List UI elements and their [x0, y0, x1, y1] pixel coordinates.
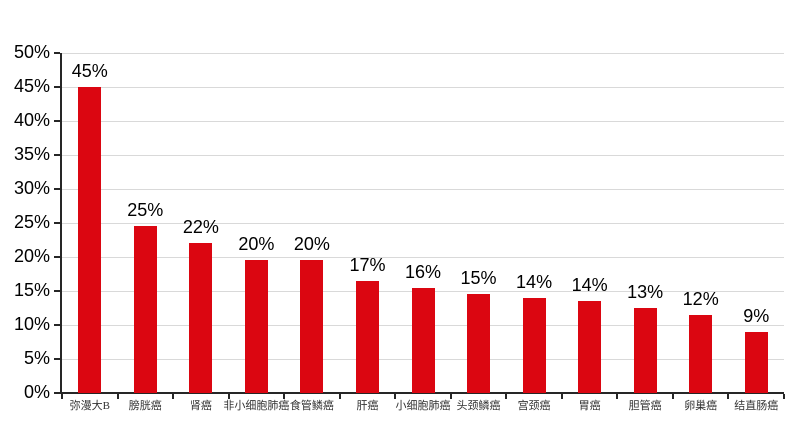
bar: [300, 260, 324, 393]
x-axis-tick: [449, 394, 452, 399]
bar: [244, 260, 268, 393]
y-axis-tick: [54, 324, 60, 326]
category-label: 胃癌: [578, 400, 601, 412]
bar-value-label: 20%: [293, 234, 330, 255]
plot-area: 0% 5% 10% 15% 20% 25% 30% 35% 40% 45% 50% 45% 弥漫大B 25…: [14, 43, 785, 412]
category-label: 肝癌: [356, 400, 379, 412]
gridline: [62, 256, 784, 258]
x-axis-tick: [283, 394, 286, 399]
gridline: [62, 188, 784, 190]
category-label: 肾癌: [189, 400, 212, 412]
y-axis-tick: [54, 290, 60, 292]
bar-value-label: 16%: [404, 261, 442, 282]
y-axis-tick-label: 25%: [13, 212, 50, 232]
x-axis-tick: [116, 394, 119, 399]
bar: [522, 297, 546, 393]
category-label: 膀胱癌: [128, 400, 162, 412]
y-axis-tick: [54, 392, 60, 394]
bar-value-label: 12%: [682, 288, 719, 309]
y-axis-tick-label: 0%: [23, 382, 50, 402]
y-axis-tick-label: 30%: [13, 178, 50, 198]
bar: [467, 294, 491, 393]
bar: [411, 287, 435, 393]
category-label: 胆管癌: [628, 400, 662, 412]
x-axis-tick: [616, 394, 619, 399]
category-label: 小细胞肺癌: [395, 400, 451, 412]
y-axis-tick: [54, 154, 60, 156]
y-axis-tick-label: 45%: [13, 76, 50, 96]
x-axis-tick: [727, 394, 730, 399]
y-axis-tick-label: 15%: [13, 280, 50, 300]
x-axis-tick: [505, 394, 508, 399]
gridline: [62, 120, 784, 122]
bar: [689, 314, 713, 393]
bar-value-label: 20%: [238, 234, 275, 255]
x-axis-tick: [227, 394, 230, 399]
y-axis-tick-label: 10%: [13, 314, 50, 334]
bar: [133, 226, 157, 393]
y-axis-tick: [54, 256, 60, 258]
bar-value-label: 14%: [516, 271, 553, 292]
bar-value-label: 13%: [627, 282, 664, 302]
x-axis-tick: [61, 394, 63, 399]
y-axis-tick-label: 40%: [13, 110, 50, 130]
x-axis-line: [60, 392, 784, 394]
bar: [78, 87, 102, 393]
y-axis-line: [60, 53, 62, 394]
gridline: [62, 154, 784, 156]
category-label: 头颈鳞癌: [456, 400, 501, 412]
bar-value-label: 45%: [71, 61, 108, 81]
bar: [633, 308, 657, 393]
bar: [578, 301, 602, 393]
category-label: 食管鳞癌: [289, 400, 334, 412]
category-label: 弥漫大B: [69, 400, 110, 412]
gridline: [62, 222, 784, 224]
bar-value-label: 17%: [349, 254, 386, 275]
x-axis-tick: [338, 394, 341, 399]
y-axis-tick: [54, 222, 60, 224]
gridline: [62, 86, 784, 88]
category-label: 卵巢癌: [684, 400, 718, 412]
y-axis-tick: [54, 358, 60, 360]
y-axis-tick-label: 20%: [13, 246, 50, 266]
category-label: 结直肠癌: [734, 400, 779, 412]
y-axis-tick: [54, 86, 60, 88]
bar: [355, 280, 379, 393]
y-axis-tick: [54, 188, 60, 190]
bar-value-label: 15%: [460, 268, 497, 289]
bar: [189, 243, 213, 393]
bar-value-label: 22%: [182, 217, 219, 238]
y-axis-tick: [54, 52, 60, 54]
x-axis-tick: [671, 394, 674, 399]
y-axis-tick-label: 5%: [23, 348, 50, 368]
gridline: [62, 52, 784, 54]
y-axis-tick-label: 35%: [13, 144, 50, 164]
bar-value-label: 14%: [571, 275, 608, 296]
x-axis-tick: [560, 394, 563, 399]
y-axis-tick-label: 50%: [13, 42, 50, 62]
category-label: 宫颈癌: [517, 400, 551, 412]
bar-value-label: 25%: [127, 200, 164, 221]
bar-value-label: 9%: [743, 305, 770, 326]
category-label: 非小细胞肺癌: [223, 400, 290, 412]
y-axis-tick: [54, 120, 60, 122]
x-axis-tick: [172, 394, 175, 399]
x-axis-tick: [394, 394, 397, 399]
bar: [744, 331, 768, 393]
x-axis-tick: [783, 394, 785, 399]
